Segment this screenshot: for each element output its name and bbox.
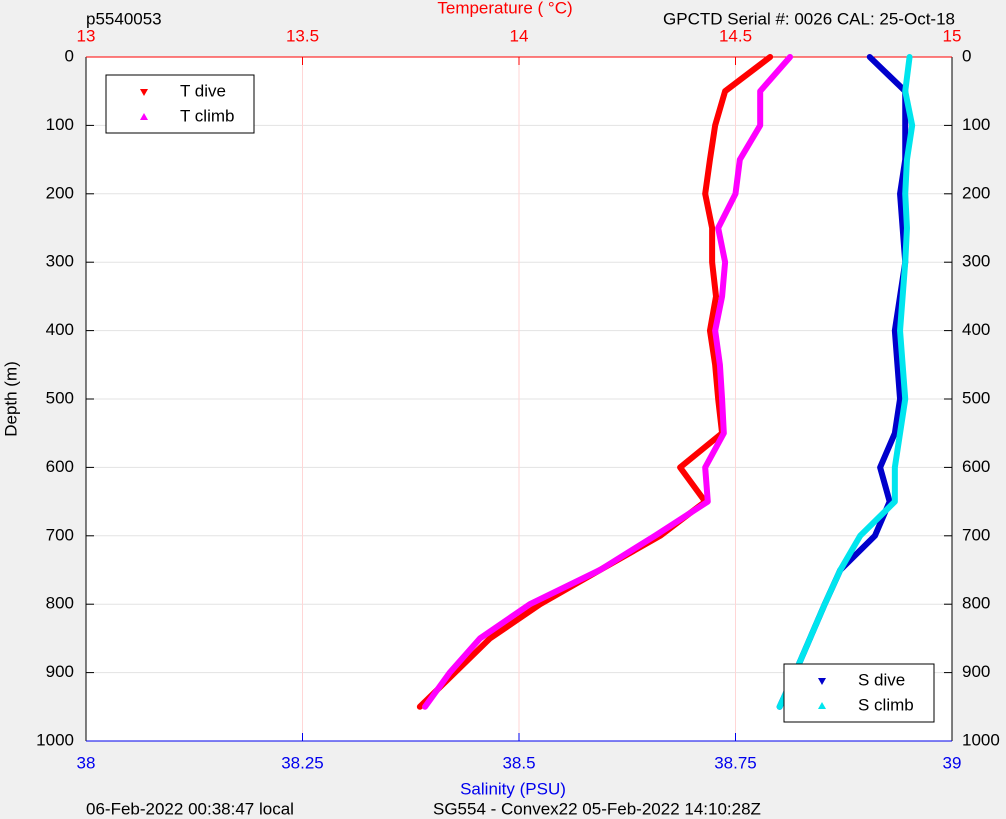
y-tick-label: 900	[46, 662, 74, 681]
y-tick-label: 1000	[962, 730, 1000, 749]
series-line	[422, 54, 794, 710]
y-tick-label: 0	[962, 46, 971, 65]
legend-label: T dive	[180, 81, 226, 100]
y-tick-label: 300	[46, 252, 74, 271]
footer-left: 06-Feb-2022 00:38:47 local	[86, 799, 294, 818]
y-tick-label: 200	[962, 183, 990, 202]
y-tick-label: 100	[46, 115, 74, 134]
x-tick-label: 13.5	[286, 26, 319, 45]
y-tick-label: 100	[962, 115, 990, 134]
y-tick-label: 900	[962, 662, 990, 681]
footer-right: SG554 - Convex22 05-Feb-2022 14:10:28Z	[433, 799, 761, 818]
y-tick-label: 800	[46, 594, 74, 613]
legend-box	[105, 74, 255, 134]
legend-marker	[818, 702, 826, 709]
y-tick-label: 700	[962, 525, 990, 544]
y-tick-label: 0	[65, 46, 74, 65]
x2-tick-label: 38.25	[281, 753, 324, 772]
chart-subtitle: GPCTD Serial #: 0026 CAL: 25-Oct-18	[663, 9, 955, 28]
legend-marker	[140, 113, 148, 120]
x-axis-label: Temperature ( °C)	[437, 0, 572, 17]
y-tick-label: 800	[962, 594, 990, 613]
x-tick-label: 14	[510, 26, 529, 45]
y-tick-label: 1000	[36, 730, 74, 749]
legend-marker	[818, 678, 826, 685]
legend-label: T climb	[180, 106, 234, 125]
x2-tick-label: 38.75	[714, 753, 757, 772]
y-tick-label: 500	[46, 388, 74, 407]
x-tick-label: 13	[77, 26, 96, 45]
legend-box	[783, 663, 935, 723]
y-tick-label: 400	[962, 320, 990, 339]
y-tick-label: 200	[46, 183, 74, 202]
x2-tick-label: 38	[77, 753, 96, 772]
x-tick-label: 14.5	[719, 26, 752, 45]
chart-title: p5540053	[86, 9, 162, 28]
series-line	[776, 54, 916, 710]
x2-axis-label: Salinity (PSU)	[460, 779, 566, 798]
legend-label: S dive	[858, 670, 905, 689]
legend-label: S climb	[858, 695, 914, 714]
y-tick-label: 300	[962, 252, 990, 271]
y-tick-label: 500	[962, 388, 990, 407]
x2-tick-label: 38.5	[502, 753, 535, 772]
y-tick-label: 600	[962, 457, 990, 476]
y-axis-label: Depth (m)	[1, 361, 20, 437]
legend-marker	[140, 89, 148, 96]
y-tick-label: 600	[46, 457, 74, 476]
y-tick-label: 400	[46, 320, 74, 339]
series-line	[416, 54, 774, 710]
x2-tick-label: 39	[943, 753, 962, 772]
y-tick-label: 700	[46, 525, 74, 544]
x-tick-label: 15	[943, 26, 962, 45]
